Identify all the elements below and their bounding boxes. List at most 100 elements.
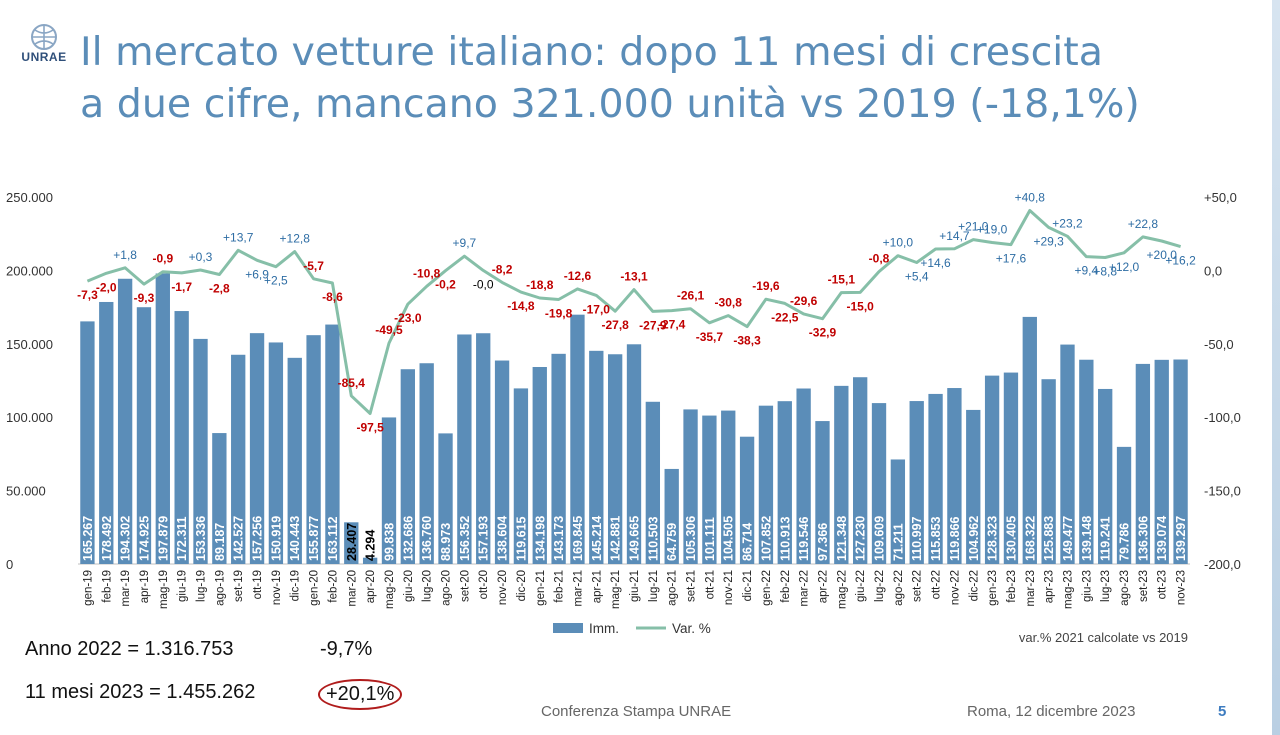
bar-value-label: 64.759 — [665, 523, 679, 561]
line-value-label: -19,8 — [545, 306, 573, 320]
line-value-label: -7,3 — [77, 288, 98, 302]
bar-value-label: 121.348 — [835, 516, 849, 561]
bar-value-label: 119.241 — [1099, 516, 1113, 561]
bar-value-label: 165.267 — [81, 516, 95, 561]
bar-value-label: 86.714 — [741, 523, 755, 561]
line-value-label: +40,8 — [1015, 191, 1046, 205]
bar — [1154, 359, 1169, 564]
bar — [589, 350, 604, 564]
x-tick-label: set-19 — [233, 570, 245, 602]
x-tick-label: ott-19 — [252, 570, 264, 599]
line-value-label: +13,7 — [223, 230, 254, 244]
line-value-label: +10,0 — [883, 236, 914, 250]
line-value-label: -35,7 — [696, 330, 724, 344]
bar-value-label: 150.919 — [269, 516, 283, 561]
x-tick-label: ott-23 — [1157, 570, 1169, 599]
bar — [381, 417, 397, 564]
x-tick-label: giu-21 — [629, 570, 641, 602]
bar — [1116, 446, 1132, 564]
x-tick-label: mar-21 — [572, 570, 584, 606]
x-tick-label: feb-20 — [327, 570, 339, 603]
x-tick-label: set-23 — [1138, 570, 1150, 602]
bar — [966, 409, 981, 564]
line-value-label: -0,0 — [473, 277, 494, 291]
line-value-label: +8,8 — [1093, 264, 1117, 278]
bar — [249, 333, 265, 564]
line-value-label: +23,2 — [1052, 216, 1083, 230]
line-value-label: -23,0 — [394, 311, 422, 325]
bar-value-label: 110.997 — [910, 516, 924, 561]
x-tick-label: ago-22 — [893, 570, 905, 606]
line-value-label: -32,9 — [809, 326, 837, 340]
x-tick-label: gen-23 — [987, 570, 999, 606]
bar — [984, 375, 1000, 564]
legend-bar-swatch — [553, 623, 583, 633]
x-tick-label: giu-20 — [403, 570, 415, 602]
bar — [1173, 359, 1188, 564]
line-value-label: +17,6 — [996, 252, 1027, 266]
summary-2023-value: +20,1% — [318, 679, 403, 710]
bar — [909, 401, 924, 564]
y-left-tick-label: 150.000 — [6, 337, 53, 352]
y-right-tick-label: +50,0 — [1204, 190, 1237, 205]
x-tick-label: set-21 — [686, 570, 698, 602]
bar-value-label: 104.505 — [722, 516, 736, 561]
bar — [268, 342, 284, 564]
bar-value-label: 168.322 — [1023, 516, 1037, 561]
x-tick-label: ago-21 — [667, 570, 679, 606]
line-value-label: +2,5 — [264, 274, 288, 288]
x-tick-label: gen-22 — [761, 570, 773, 606]
line-value-label: +20,0 — [1147, 248, 1178, 262]
line-value-label: +14,6 — [920, 256, 951, 270]
bar — [853, 377, 868, 564]
bar — [1060, 344, 1075, 564]
line-value-label: -27,9 — [639, 318, 667, 332]
bar-value-label: 139.297 — [1174, 516, 1188, 561]
summary-2022-label: Anno 2022 = 1.316.753 — [25, 638, 234, 660]
x-tick-label: giu-23 — [1081, 570, 1093, 602]
bar-value-label: 149.477 — [1061, 516, 1075, 561]
y-right-tick-label: -200,0 — [1204, 557, 1241, 572]
bar-value-label: 145.214 — [590, 516, 604, 561]
bar-value-label: 4.294 — [364, 530, 378, 561]
bar — [287, 357, 302, 564]
bar — [1098, 388, 1113, 564]
bar — [136, 307, 152, 564]
line-value-label: -17,0 — [583, 302, 611, 316]
y-left-tick-label: 0 — [6, 557, 13, 572]
bar — [871, 403, 887, 564]
bar — [494, 360, 510, 564]
bar-value-label: 88.973 — [439, 523, 453, 561]
bar — [645, 401, 661, 564]
y-right-tick-label: -100,0 — [1204, 410, 1241, 425]
line-value-label: -10,8 — [413, 266, 441, 280]
line-value-label: -19,6 — [752, 279, 780, 293]
x-tick-label: dic-20 — [516, 570, 528, 601]
bar-value-label: 178.492 — [100, 516, 114, 561]
line-value-label: +16,2 — [1165, 254, 1196, 268]
bar-value-label: 155.877 — [307, 516, 321, 561]
bar — [947, 388, 962, 564]
bar-value-label: 136.306 — [1136, 516, 1150, 561]
bar-value-label: 132.686 — [401, 516, 415, 561]
bar — [457, 334, 472, 564]
bar-value-label: 119.866 — [948, 516, 962, 561]
bar-value-label: 89.187 — [213, 523, 227, 561]
bar — [1003, 372, 1019, 564]
var-pct-line — [86, 209, 1182, 415]
bar-value-label: 139.148 — [1080, 516, 1094, 561]
x-tick-label: lug-20 — [422, 570, 434, 602]
bar-value-label: 157.256 — [251, 516, 265, 561]
line-value-label: -26,1 — [677, 289, 705, 303]
bar-value-label: 136.760 — [420, 516, 434, 561]
page-number: 5 — [1218, 703, 1227, 720]
bar-value-label: 119.546 — [797, 516, 811, 561]
x-tick-label: mag-20 — [384, 570, 396, 609]
bar — [532, 366, 547, 564]
x-tick-label: apr-23 — [1044, 570, 1056, 603]
x-tick-label: nov-21 — [723, 570, 735, 605]
bar-value-label: 101.111 — [703, 517, 717, 561]
bar-value-label: 149.665 — [628, 516, 642, 561]
x-tick-label: apr-19 — [139, 570, 151, 603]
bar — [419, 363, 434, 564]
